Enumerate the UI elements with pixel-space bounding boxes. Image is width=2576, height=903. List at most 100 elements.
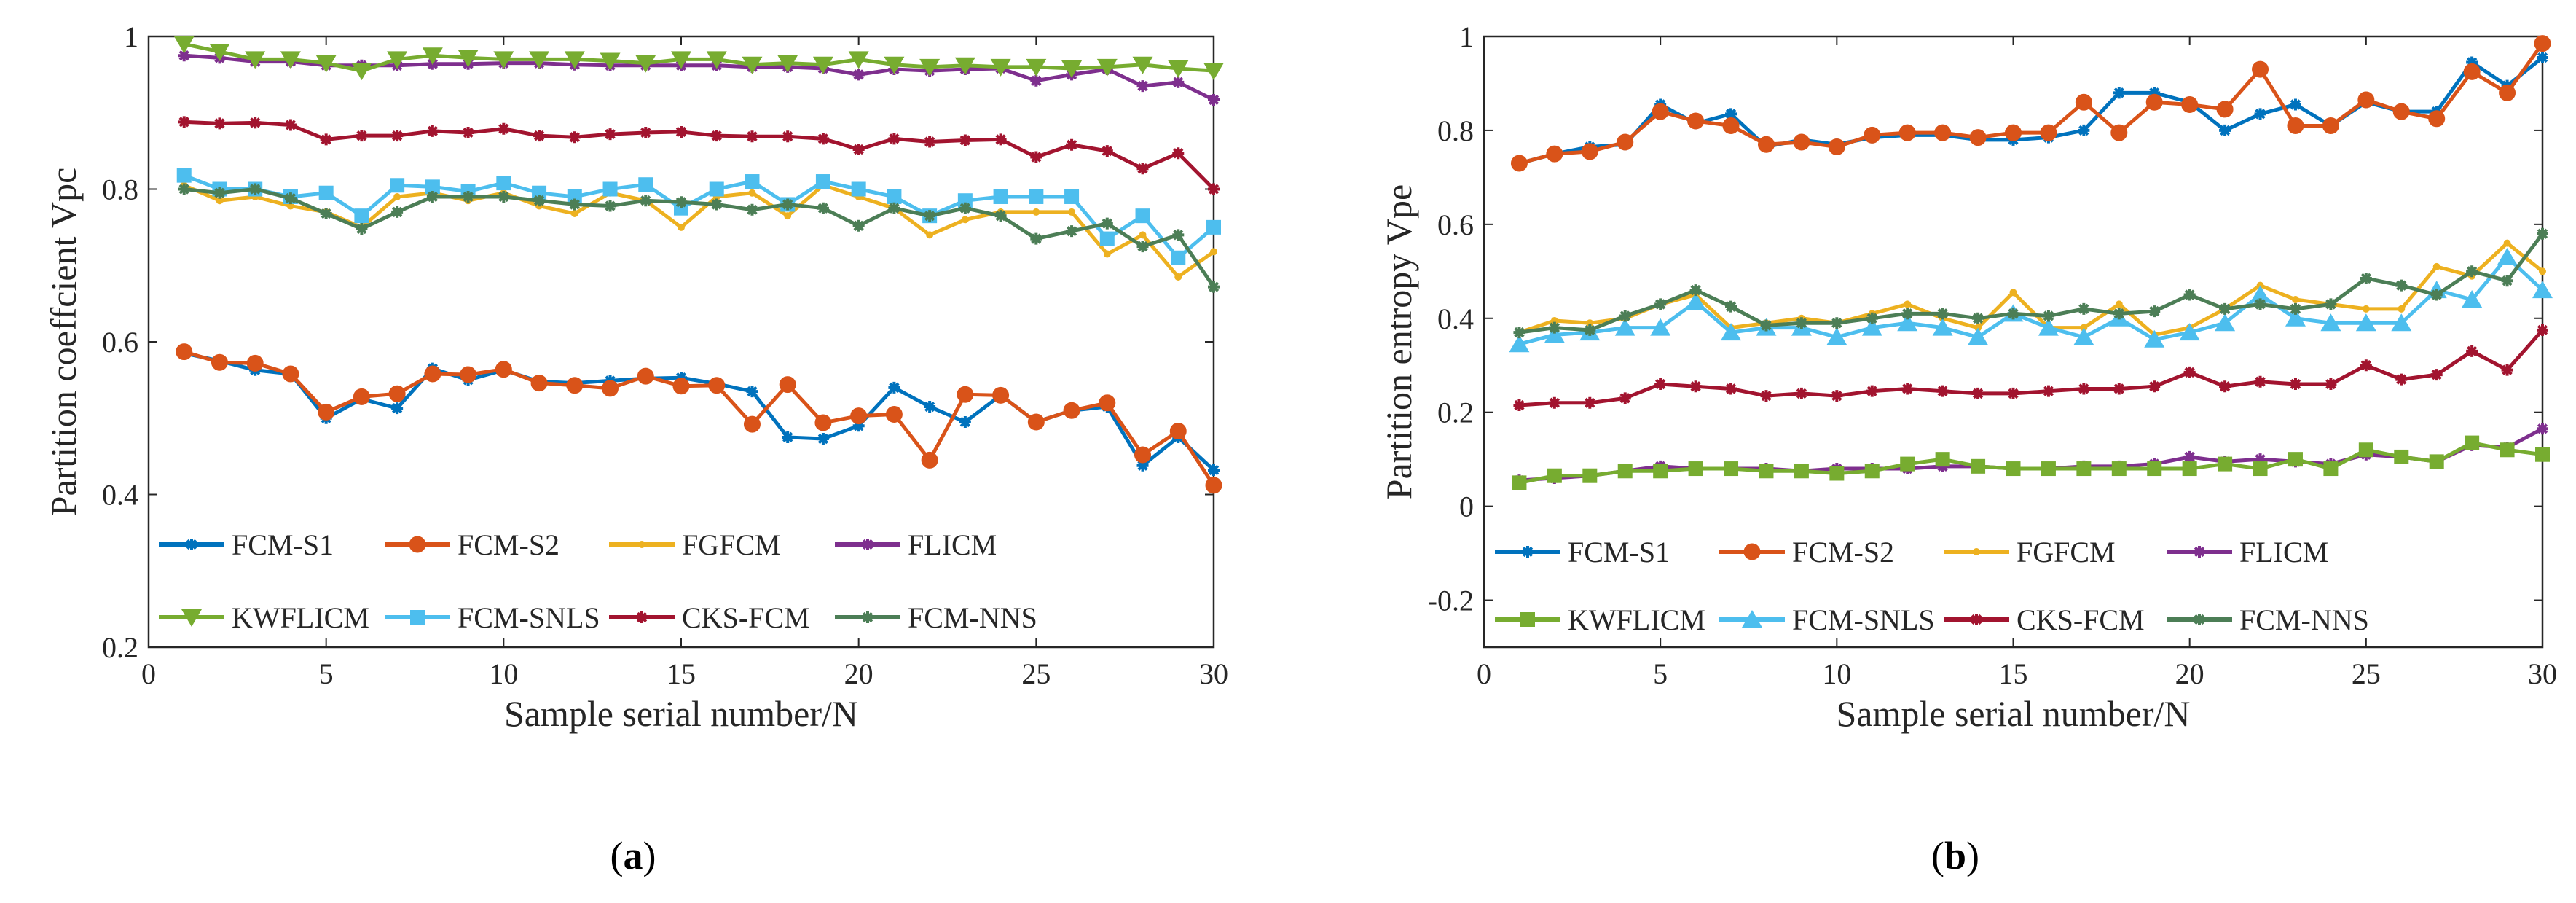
data-point-cks-fcm — [675, 125, 687, 138]
data-point-fcm-nns — [2007, 308, 2019, 320]
data-point-kwflicm — [600, 52, 621, 71]
panel-b-vpe-chart: 0 5 10 15 20 25 30 -0.2 0 0.2 0.4 0.6 0.8 1 Sample ser… — [1378, 20, 2557, 734]
data-point-kwflicm — [1829, 466, 1845, 481]
data-point-fcm-nns — [1831, 317, 1843, 329]
data-point-fcm-nns — [320, 208, 332, 220]
data-point-cks-fcm — [1654, 378, 1667, 391]
data-point-fcm-s2 — [1581, 143, 1598, 160]
data-point-flicm — [1172, 76, 1185, 88]
data-point-fgfcm — [926, 231, 934, 239]
data-point-kwflicm — [493, 51, 514, 69]
data-point-kwflicm — [2429, 454, 2444, 469]
data-point-fcm-nns — [2219, 302, 2231, 315]
y-tick-label: 0 — [1459, 490, 1474, 523]
data-point-fcm-snls — [1897, 313, 1918, 332]
legend-swatch-marker — [409, 536, 426, 553]
data-point-fgfcm — [2539, 267, 2546, 275]
x-axis-label: Sample serial number/N — [504, 693, 858, 734]
data-point-fcm-s2 — [1169, 423, 1187, 440]
series-cks-fcm — [178, 116, 1220, 195]
data-point-fcm-s2 — [530, 375, 548, 392]
data-point-kwflicm — [2111, 461, 2127, 477]
legend-label: FCM-SNLS — [1792, 603, 1935, 636]
data-point-fcm-snls — [1968, 327, 1989, 345]
data-point-fcm-nns — [1936, 308, 1949, 320]
data-point-fcm-snls — [2462, 289, 2483, 308]
data-point-fcm-nns — [462, 190, 474, 203]
data-point-kwflicm — [1900, 456, 1915, 472]
data-point-fcm-nns — [1101, 217, 1113, 230]
data-point-kwflicm — [315, 55, 337, 73]
y-tick-label: 0.6 — [102, 326, 138, 359]
data-point-fcm-s2 — [566, 377, 584, 394]
x-tick-label: 25 — [1021, 657, 1051, 690]
y-tick-label: 0.8 — [1437, 114, 1474, 147]
data-point-fcm-nns — [1654, 298, 1667, 310]
legend-swatch-marker — [862, 611, 873, 623]
data-point-kwflicm — [742, 56, 763, 74]
data-point-fcm-snls — [638, 177, 653, 192]
data-point-fcm-nns — [640, 195, 652, 207]
legend-swatch-marker — [862, 539, 873, 550]
y-tick-label: 0.2 — [102, 631, 138, 664]
data-point-cks-fcm — [1936, 385, 1949, 397]
data-point-fgfcm — [1068, 208, 1076, 216]
data-point-fcm-nns — [2466, 265, 2478, 278]
data-point-fcm-nns — [1725, 300, 1737, 313]
data-point-fcm-nns — [2042, 310, 2054, 322]
data-point-fcm-nns — [178, 183, 190, 195]
legend-swatch-marker — [1522, 546, 1534, 558]
data-point-fgfcm — [2503, 239, 2511, 247]
data-point-cks-fcm — [1513, 399, 1525, 412]
data-point-fcm-nns — [1172, 229, 1185, 241]
data-point-cks-fcm — [2430, 369, 2443, 381]
data-point-cks-fcm — [2466, 345, 2478, 357]
data-point-kwflicm — [671, 51, 691, 69]
data-point-fcm-snls — [1064, 189, 1080, 204]
data-point-fcm-nns — [1795, 317, 1807, 329]
data-point-fcm-s2 — [1546, 145, 1563, 163]
data-point-fgfcm — [1139, 231, 1147, 239]
data-point-fcm-nns — [2148, 305, 2161, 318]
data-point-fcm-snls — [1029, 189, 1044, 204]
data-point-fgfcm — [2009, 289, 2017, 297]
data-point-fcm-snls — [2285, 308, 2306, 327]
data-point-fcm-s2 — [885, 406, 903, 423]
data-point-kwflicm — [173, 36, 195, 54]
data-point-cks-fcm — [1901, 383, 1914, 395]
data-point-fcm-nns — [746, 203, 758, 216]
data-point-cks-fcm — [782, 130, 794, 143]
legend-label: FCM-SNLS — [458, 601, 600, 634]
data-point-fcm-snls — [1544, 325, 1565, 343]
panel-b-caption: (b) — [1931, 834, 1979, 877]
data-point-fcm-snls — [2391, 313, 2412, 332]
legend-item-fcm-s1: FCM-S1 — [1495, 536, 1670, 568]
data-point-fgfcm — [1103, 250, 1111, 258]
data-point-cks-fcm — [2537, 324, 2548, 336]
legend-label: FGFCM — [2017, 536, 2116, 568]
data-point-fcm-nns — [852, 219, 865, 232]
x-tick-label: 0 — [1477, 657, 1491, 690]
data-point-fcm-snls — [2038, 318, 2059, 336]
data-point-fcm-s1 — [2254, 108, 2266, 120]
data-point-kwflicm — [1617, 464, 1633, 479]
legend-swatch-marker — [1973, 548, 1980, 555]
legend-swatch-marker — [636, 611, 648, 623]
data-point-fcm-s2 — [318, 403, 335, 421]
panel-a-vpc-chart: 0 5 10 15 20 25 30 0.2 0.4 0.6 0.8 1 Sample serial n… — [43, 20, 1228, 734]
data-point-fcm-s1 — [746, 386, 758, 398]
data-point-fcm-s2 — [1757, 136, 1775, 153]
data-point-fcm-snls — [176, 168, 192, 183]
series-line-cks-fcm — [1519, 329, 2544, 407]
data-point-cks-fcm — [533, 130, 546, 142]
data-point-fcm-nns — [2289, 302, 2301, 315]
x-tick-label: 25 — [2352, 657, 2381, 690]
legend-swatch-marker — [1743, 543, 1761, 560]
data-point-cks-fcm — [2148, 380, 2161, 393]
legend-item-fcm-s2: FCM-S2 — [385, 528, 559, 561]
legend: FCM-S1 FCM-S2 FGFCM FLICM KWFLICM FCM-SNLS CKS… — [1495, 536, 2369, 636]
series-line-fcm-nns — [184, 187, 1216, 288]
data-point-fcm-nns — [1760, 319, 1772, 332]
data-point-fcm-s2 — [1652, 103, 1669, 120]
data-point-fcm-snls — [390, 178, 405, 193]
